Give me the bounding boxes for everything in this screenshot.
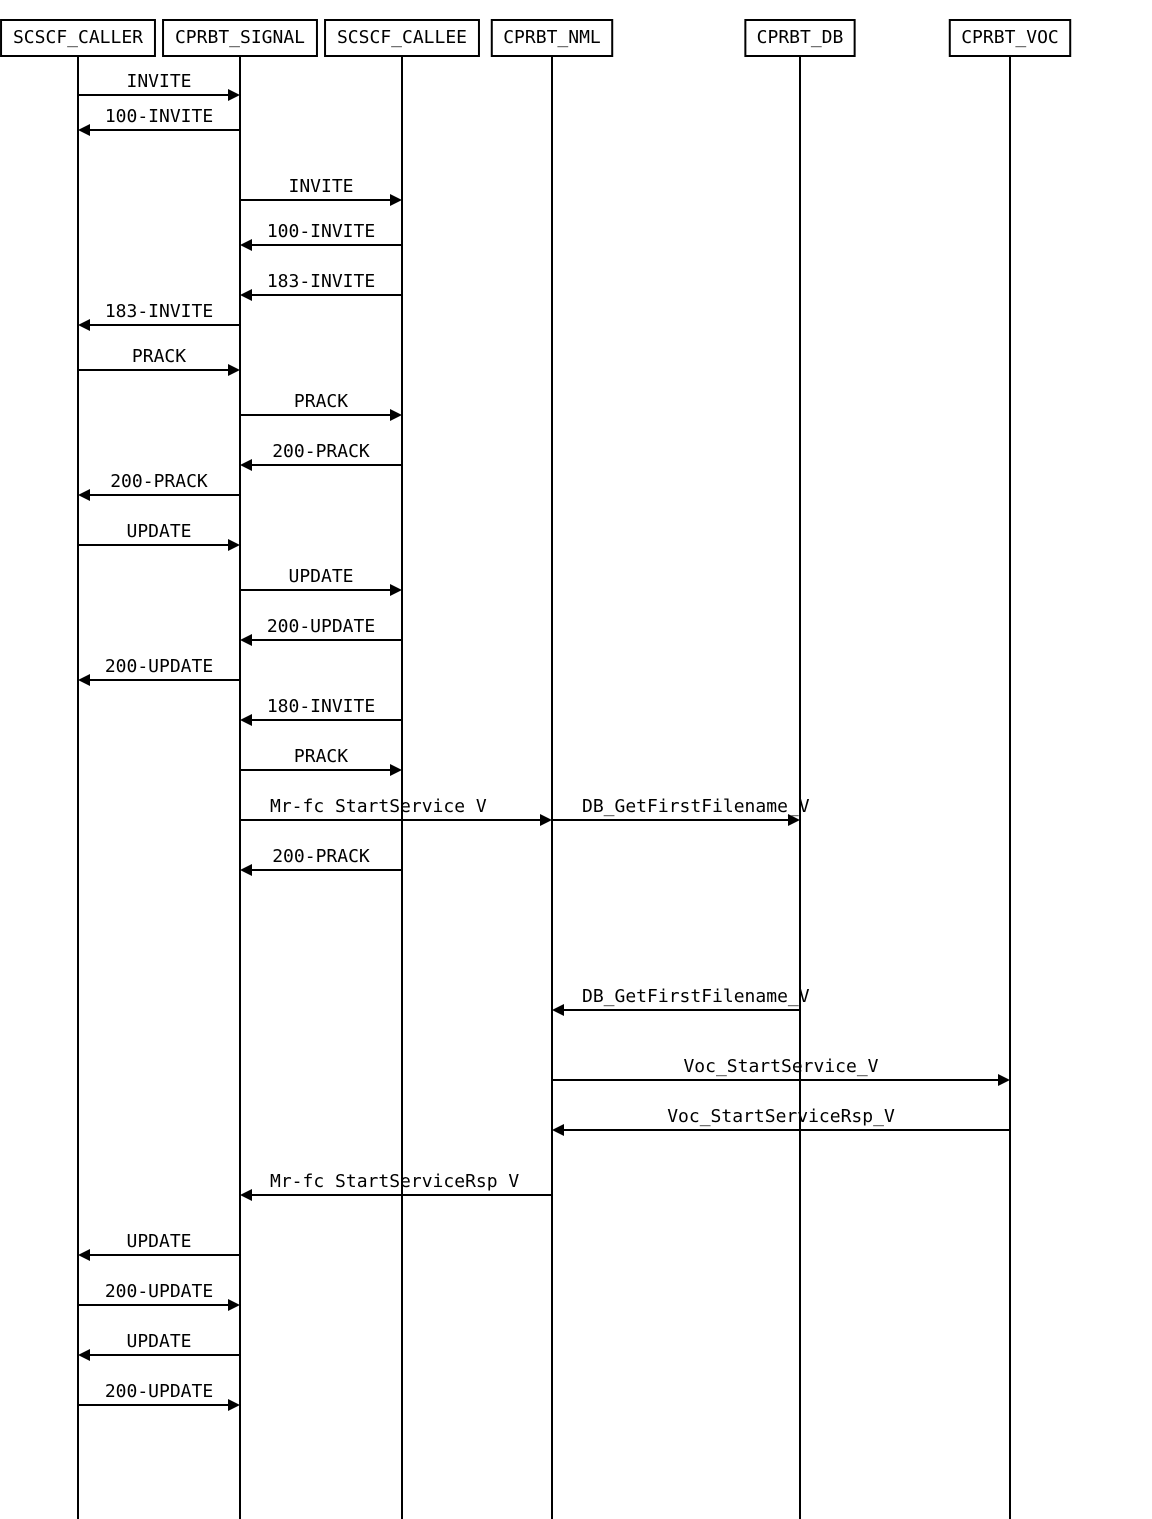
- arrow-head-icon: [240, 634, 252, 646]
- arrow-head-icon: [390, 194, 402, 206]
- message-label: 200-PRACK: [110, 471, 208, 492]
- arrow-head-icon: [240, 714, 252, 726]
- arrow-head-icon: [240, 289, 252, 301]
- arrow-head-icon: [240, 1189, 252, 1201]
- arrow-head-icon: [390, 764, 402, 776]
- message-label: 200-UPDATE: [105, 1281, 213, 1302]
- message-label: PRACK: [294, 391, 348, 412]
- arrow-head-icon: [540, 814, 552, 826]
- arrow-head-icon: [228, 539, 240, 551]
- message-label: 200-UPDATE: [105, 1381, 213, 1402]
- message-label: 200-PRACK: [272, 441, 370, 462]
- message-label: UPDATE: [126, 1231, 191, 1252]
- participant-label: CPRBT_VOC: [961, 27, 1059, 48]
- message-label: 200-PRACK: [272, 846, 370, 867]
- message-label: 183-INVITE: [105, 301, 213, 322]
- arrow-head-icon: [78, 489, 90, 501]
- arrow-head-icon: [998, 1074, 1010, 1086]
- message-label: 180-INVITE: [267, 696, 375, 717]
- arrow-head-icon: [228, 364, 240, 376]
- participant-label: SCSCF_CALLEE: [337, 27, 467, 48]
- message-label: DB_GetFirstFilename_V: [582, 986, 810, 1007]
- arrow-head-icon: [552, 1004, 564, 1016]
- arrow-head-icon: [240, 864, 252, 876]
- arrow-head-icon: [390, 409, 402, 421]
- participant-label: CPRBT_NML: [503, 27, 601, 48]
- arrow-head-icon: [78, 1249, 90, 1261]
- message-label: 183-INVITE: [267, 271, 375, 292]
- message-label: Voc_StartService_V: [683, 1056, 878, 1077]
- arrow-head-icon: [228, 1299, 240, 1311]
- sequence-diagram: SCSCF_CALLER CPRBT_SIGNAL SCSCF_CALLEE CPRB…: [0, 0, 1152, 1519]
- arrow-head-icon: [78, 124, 90, 136]
- message-label: 100-INVITE: [267, 221, 375, 242]
- arrow-head-icon: [552, 1124, 564, 1136]
- participant-label: SCSCF_CALLER: [13, 27, 143, 48]
- message-label: UPDATE: [126, 1331, 191, 1352]
- message-label: 100-INVITE: [105, 106, 213, 127]
- message-label: Mr-fc StartServiceRsp V: [270, 1171, 519, 1192]
- participant-label: CPRBT_DB: [757, 27, 844, 48]
- message-label: UPDATE: [288, 566, 353, 587]
- message-label: DB_GetFirstFilename_V: [582, 796, 810, 817]
- arrow-head-icon: [228, 1399, 240, 1411]
- arrow-head-icon: [228, 89, 240, 101]
- message-label: INVITE: [126, 71, 191, 92]
- message-label: UPDATE: [126, 521, 191, 542]
- message-label: 200-UPDATE: [267, 616, 375, 637]
- arrow-head-icon: [390, 584, 402, 596]
- arrow-head-icon: [78, 674, 90, 686]
- message-label: PRACK: [294, 746, 348, 767]
- participant-label: CPRBT_SIGNAL: [175, 27, 305, 48]
- arrow-head-icon: [78, 319, 90, 331]
- arrow-head-icon: [78, 1349, 90, 1361]
- message-label: INVITE: [288, 176, 353, 197]
- message-label: Mr-fc StartService V: [270, 796, 487, 817]
- message-label: PRACK: [132, 346, 186, 367]
- message-label: 200-UPDATE: [105, 656, 213, 677]
- arrow-head-icon: [240, 459, 252, 471]
- arrow-head-icon: [240, 239, 252, 251]
- message-label: Voc_StartServiceRsp_V: [667, 1106, 895, 1127]
